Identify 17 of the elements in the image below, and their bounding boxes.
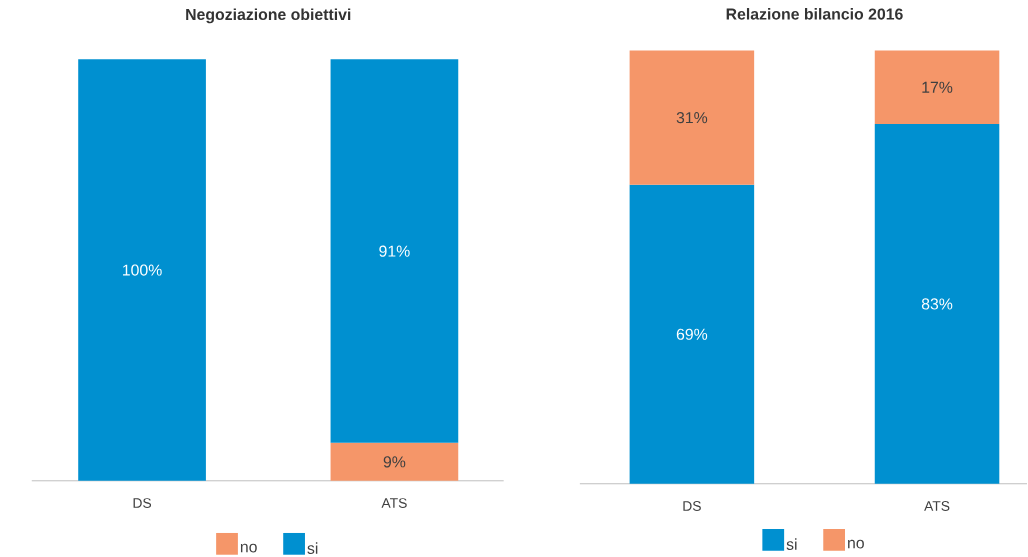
legend-label: si bbox=[786, 538, 797, 550]
x-tick-label: ATS bbox=[381, 498, 407, 508]
data-label: 83% bbox=[921, 298, 953, 310]
data-label: 100% bbox=[123, 264, 162, 276]
x-tick-label: DS bbox=[683, 501, 701, 511]
data-label: 69% bbox=[676, 328, 708, 340]
legend-label: no bbox=[240, 543, 257, 553]
x-tick-label: DS bbox=[133, 498, 152, 508]
data-label: 17% bbox=[922, 81, 953, 93]
data-label: 91% bbox=[379, 245, 410, 257]
chart-title: Negoziazione obiettivi bbox=[186, 8, 351, 24]
data-label: 31% bbox=[676, 112, 708, 124]
legend-label: si bbox=[307, 542, 318, 554]
chart-title: Relazione bilancio 2016 bbox=[726, 8, 903, 20]
x-tick-label: ATS bbox=[924, 501, 950, 511]
data-label: 9% bbox=[383, 456, 406, 468]
legend-label: no bbox=[848, 539, 864, 549]
